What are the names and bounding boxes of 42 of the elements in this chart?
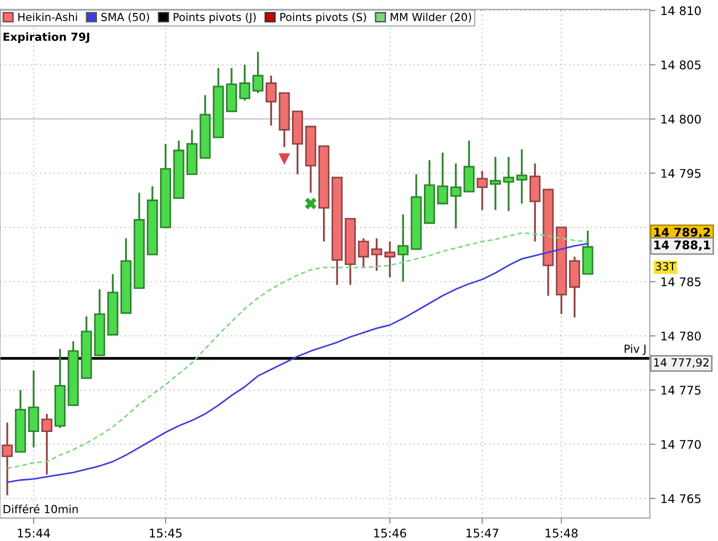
candlestick xyxy=(371,237,382,272)
x-tick-label: 15:45 xyxy=(150,528,182,538)
text: 14 777,92 xyxy=(654,358,708,368)
y-tick-label: 14 780 xyxy=(662,332,701,340)
x-tick-label: 15:48 xyxy=(546,528,578,538)
candlestick xyxy=(28,370,40,448)
legend-label: SMA (50) xyxy=(101,12,150,22)
x-tick-label: 15:46 xyxy=(374,528,406,538)
candlestick xyxy=(398,213,409,283)
candlestick xyxy=(2,422,13,496)
legend-label: MM Wilder (20) xyxy=(390,12,472,22)
candlestick xyxy=(41,413,52,476)
y-tick-label: 14 795 xyxy=(662,168,700,178)
candlestick xyxy=(384,240,396,278)
ref-line-label: Piv J xyxy=(624,344,646,356)
text: 33T xyxy=(656,262,676,271)
x-tick-label: 15:44 xyxy=(18,528,50,538)
text: 14 789,2 xyxy=(654,228,710,238)
y-tick-label: 14 775 xyxy=(662,386,700,395)
candlestick xyxy=(437,152,448,204)
candlestick xyxy=(266,74,277,126)
y-tick-label: 14 785 xyxy=(662,277,700,286)
candlestick xyxy=(516,148,528,204)
candlestick xyxy=(239,64,250,102)
annotation: Différé 10min xyxy=(4,504,78,514)
legend-label: Heikin-Ashi xyxy=(18,12,77,22)
y-tick-label: 14 800 xyxy=(662,114,701,124)
x-tick-label: 15:47 xyxy=(466,528,498,538)
annotation: Expiration 79J xyxy=(4,32,90,44)
y-tick-label: 14 765 xyxy=(662,494,700,504)
candlestick xyxy=(503,156,514,212)
text: 14 788,1 xyxy=(654,240,710,251)
y-tick-label: 14 805 xyxy=(662,60,700,70)
candlestick xyxy=(476,170,488,211)
annotation: Points pivots (J) xyxy=(174,12,256,24)
candlestick xyxy=(252,50,264,94)
y-tick-label: 14 770 xyxy=(662,440,701,449)
annotation: Points pivots (S) xyxy=(280,12,366,24)
candlestick xyxy=(490,156,501,211)
y-tick-label: 14 810 xyxy=(662,6,701,16)
candlestick xyxy=(358,237,369,268)
candlestick xyxy=(450,162,462,230)
